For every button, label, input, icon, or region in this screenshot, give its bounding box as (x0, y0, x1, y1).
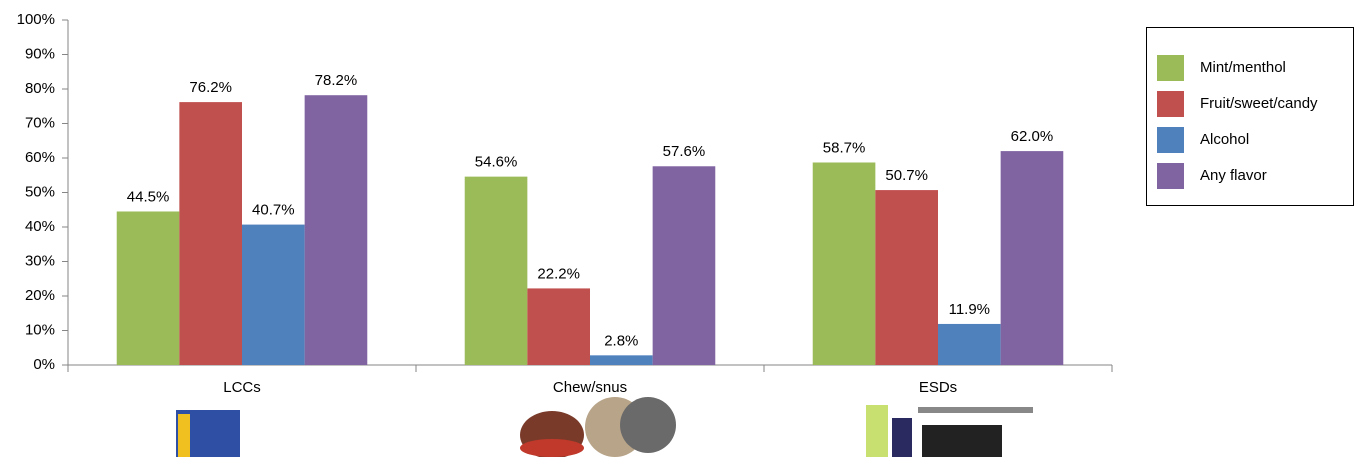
bar (652, 166, 716, 365)
value-label: 62.0% (1011, 128, 1054, 145)
esd-image (866, 405, 888, 457)
x-tick-label: LCCs (223, 379, 261, 396)
value-label: 54.6% (475, 154, 518, 171)
value-label: 22.2% (537, 265, 580, 282)
bar (179, 102, 242, 366)
bar (116, 211, 180, 365)
value-label: 44.5% (127, 188, 170, 205)
snus-can-image (620, 397, 676, 453)
bar (527, 288, 590, 365)
esd-pen-image (918, 407, 1033, 413)
value-label: 50.7% (885, 167, 928, 184)
lcc-image-label (178, 414, 190, 457)
y-tick-label: 90% (25, 45, 55, 62)
y-tick-label: 80% (25, 80, 55, 97)
legend-swatch (1157, 55, 1184, 81)
bar (875, 190, 938, 365)
bar (1000, 151, 1064, 365)
esd-mod-image (922, 425, 1002, 457)
bar (304, 95, 368, 366)
value-label: 40.7% (252, 202, 295, 219)
y-tick-label: 0% (33, 356, 55, 373)
bar (812, 162, 876, 365)
product-images (176, 397, 1033, 457)
legend-label: Any flavor (1200, 167, 1267, 184)
y-tick-label: 40% (25, 218, 55, 235)
bar (242, 224, 305, 365)
value-label: 57.6% (663, 143, 706, 160)
y-tick-label: 70% (25, 114, 55, 131)
legend-box (1146, 27, 1354, 206)
value-label: 11.9% (949, 301, 990, 318)
y-tick-label: 100% (17, 11, 55, 28)
esd-bottle-image (892, 418, 912, 457)
x-tick-label: Chew/snus (553, 379, 627, 396)
legend-label: Fruit/sweet/candy (1200, 95, 1318, 112)
bar (590, 355, 653, 365)
x-tick-label: ESDs (919, 379, 957, 396)
y-tick-label: 10% (25, 321, 55, 338)
value-label: 76.2% (189, 79, 232, 96)
legend-swatch (1157, 163, 1184, 189)
y-tick-label: 50% (25, 183, 55, 200)
value-label: 58.7% (823, 139, 866, 156)
legend-label: Alcohol (1200, 131, 1249, 148)
chew-image-label (520, 439, 584, 457)
legend-swatch (1157, 91, 1184, 117)
y-tick-label: 60% (25, 149, 55, 166)
legend-swatch (1157, 127, 1184, 153)
legend-label: Mint/menthol (1200, 59, 1286, 76)
y-tick-label: 30% (25, 252, 55, 269)
bar (938, 323, 1001, 365)
y-tick-label: 20% (25, 287, 55, 304)
bar (464, 176, 528, 365)
value-label: 78.2% (315, 72, 358, 89)
value-label: 2.8% (604, 332, 638, 349)
